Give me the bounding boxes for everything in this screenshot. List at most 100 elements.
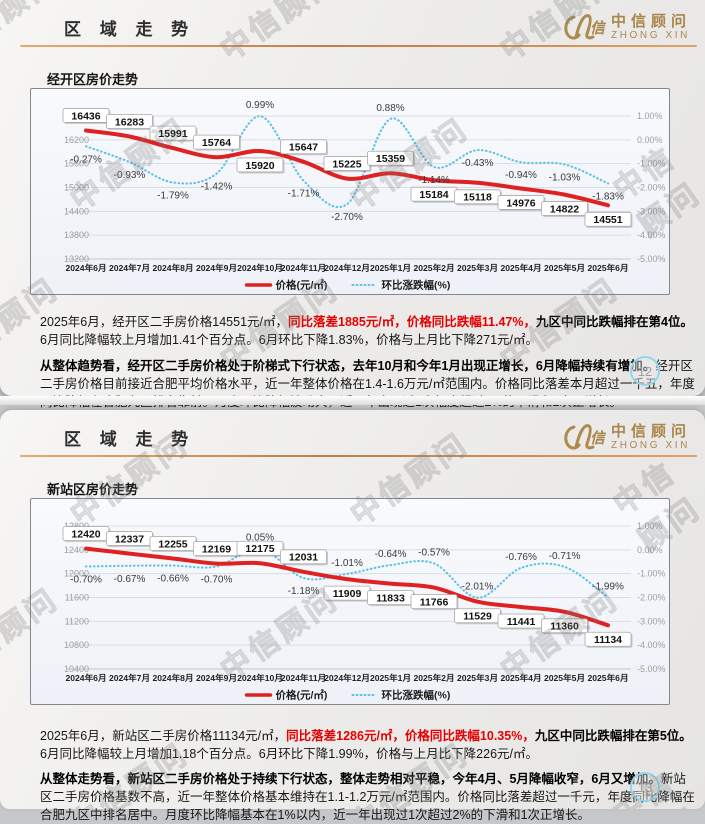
page-title: 区 域 走 势 — [64, 20, 196, 39]
svg-text:-4.00%: -4.00% — [637, 640, 666, 650]
svg-text:2025年5月: 2025年5月 — [544, 672, 585, 683]
summary-paragraph: 2025年6月，经开区二手房价格14551元/㎡，同比落差1885元/㎡，价格同… — [40, 313, 698, 349]
svg-text:10800: 10800 — [64, 640, 89, 650]
svg-text:14400: 14400 — [64, 206, 89, 216]
price-data-label: 15359 — [376, 153, 405, 165]
price-data-label: 16283 — [115, 116, 144, 128]
para1-highlight-bold: 九区中同比跌幅排在第5位。 — [534, 728, 692, 743]
price-data-label: 16436 — [71, 110, 100, 122]
pct-data-label: -2.01% — [462, 582, 494, 593]
price-data-label: 11909 — [333, 588, 362, 600]
pct-data-label: -1.03% — [549, 172, 581, 183]
chart-subtitle: 新站区房价走势 — [47, 482, 139, 497]
svg-text:2025年6月: 2025年6月 — [587, 672, 628, 683]
para2-bold: 从整体走势看，新站区二手房价格处于持续下行状态，整体走势相对平稳，今年4月、5月… — [40, 771, 661, 786]
price-data-label: 15764 — [202, 137, 231, 149]
price-data-label: 15647 — [289, 142, 318, 154]
pct-data-label: -1.42% — [201, 182, 233, 193]
slide-jingkai: 区 域 走 势 信 中信顾问 ZHONG XIN 经开区房价走势 1680016… — [0, 0, 705, 409]
para1-rest: 6月同比降幅较上月增加1.41个百分点。6月环比下降1.83%，价格与上月比下降… — [40, 332, 539, 347]
price-data-label: 11529 — [463, 611, 492, 623]
pct-data-label: -0.93% — [114, 170, 146, 181]
svg-text:10400: 10400 — [64, 664, 89, 674]
logo-cn-text: 中信顾问 — [610, 12, 691, 30]
svg-text:-5.00%: -5.00% — [637, 664, 666, 674]
pct-data-label: -0.76% — [505, 552, 537, 563]
svg-text:2024年12月: 2024年12月 — [324, 672, 370, 683]
price-data-label: 14822 — [550, 203, 579, 215]
zhongxin-logo: 信 中信顾问 ZHONG XIN — [560, 8, 691, 46]
svg-text:信: 信 — [590, 430, 606, 447]
logo-cn-text: 中信顾问 — [610, 422, 691, 440]
header-divider — [20, 455, 697, 457]
svg-text:-1.00%: -1.00% — [637, 159, 666, 169]
svg-text:0.00%: 0.00% — [637, 545, 663, 555]
price-data-label: 15225 — [332, 158, 361, 170]
pct-data-label: -1.14% — [418, 175, 450, 186]
legend-pct-label: 环比涨跌幅(%) — [382, 689, 451, 702]
pct-line-series — [84, 547, 610, 599]
pct-data-label: -0.94% — [505, 170, 537, 181]
svg-text:-4.00%: -4.00% — [637, 230, 666, 240]
svg-text:11200: 11200 — [65, 616, 89, 626]
slide-xinzhan: 区 域 走 势 信 中信顾问 ZHONG XIN 新站区房价走势 12800 12… — [0, 410, 705, 822]
page-number-badge: 12 — [630, 356, 660, 386]
pct-data-label: -1.71% — [288, 189, 320, 200]
para1-lead: 2025年6月，新站区二手房价格11134元/㎡， — [40, 728, 287, 743]
price-trend-chart: 12800 12400 12000 11600 11200 10800 10400 1.00%… — [62, 521, 666, 702]
price-data-label: 15991 — [158, 128, 187, 140]
zhongxin-logo-icon: 信 — [564, 14, 606, 40]
pct-data-label: -0.43% — [462, 158, 494, 169]
pct-data-label: 0.88% — [376, 103, 404, 114]
para1-highlight-red: 同比落差1286元/㎡，价格同比跌幅10.35%， — [286, 728, 535, 743]
pct-data-label: -0.64% — [375, 549, 407, 560]
svg-text:16200: 16200 — [64, 135, 89, 145]
pct-data-label: 0.05% — [246, 533, 274, 544]
svg-text:15600: 15600 — [64, 159, 89, 169]
svg-text:2024年6月: 2024年6月 — [65, 262, 106, 273]
price-data-label: 12337 — [115, 533, 144, 545]
svg-text:2025年1月: 2025年1月 — [370, 262, 411, 273]
svg-text:2025年3月: 2025年3月 — [457, 262, 498, 273]
svg-text:12000: 12000 — [64, 569, 89, 579]
svg-text:15000: 15000 — [64, 183, 89, 193]
pct-data-label: -0.70% — [201, 575, 233, 586]
price-line-series — [84, 546, 610, 628]
svg-text:-5.00%: -5.00% — [637, 254, 666, 264]
svg-text:11600: 11600 — [65, 593, 89, 603]
pct-data-label: -0.27% — [70, 154, 102, 165]
price-data-label: 12175 — [245, 543, 274, 555]
price-data-label: 11360 — [550, 621, 579, 633]
svg-text:12800: 12800 — [64, 521, 89, 531]
zhongxin-logo-icon: 信 — [564, 424, 606, 450]
para2-bold: 从整体趋势看，经开区二手房价格处于阶梯式下行状态，去年10月和今年1月出现正增长… — [40, 358, 656, 373]
svg-text:2024年9月: 2024年9月 — [196, 672, 237, 683]
svg-text:2024年11月: 2024年11月 — [281, 262, 326, 273]
svg-text:2024年10月: 2024年10月 — [237, 262, 283, 273]
slide-gap — [0, 396, 705, 405]
price-data-label: 12169 — [202, 543, 231, 555]
svg-text:2024年7月: 2024年7月 — [109, 262, 150, 273]
svg-text:2025年4月: 2025年4月 — [500, 262, 541, 273]
svg-text:2024年8月: 2024年8月 — [152, 672, 193, 683]
price-data-label: 12031 — [289, 552, 318, 564]
price-data-label: 12420 — [71, 528, 100, 540]
price-trend-chart-box: 12800 12400 12000 11600 11200 10800 10400 1.00%… — [30, 498, 670, 705]
svg-text:-2.00%: -2.00% — [637, 593, 666, 603]
legend-price-label: 价格(元/㎡) — [276, 689, 328, 702]
svg-text:2024年8月: 2024年8月 — [152, 262, 193, 273]
svg-text:1.00%: 1.00% — [637, 521, 663, 531]
price-data-label: 15920 — [245, 160, 274, 172]
price-data-label: 11766 — [420, 596, 449, 608]
pct-data-label: -1.18% — [288, 586, 320, 597]
svg-text:2025年4月: 2025年4月 — [500, 672, 541, 683]
page-title: 区 域 走 势 — [64, 430, 196, 449]
svg-text:2025年2月: 2025年2月 — [413, 262, 454, 273]
svg-text:2024年11月: 2024年11月 — [281, 672, 326, 683]
header-divider — [20, 45, 697, 47]
svg-text:12400: 12400 — [64, 545, 89, 555]
pct-data-label: -1.01% — [331, 558, 363, 569]
svg-text:2024年12月: 2024年12月 — [324, 262, 370, 273]
svg-text:13800: 13800 — [64, 230, 89, 240]
pct-data-label: -0.70% — [70, 575, 102, 586]
